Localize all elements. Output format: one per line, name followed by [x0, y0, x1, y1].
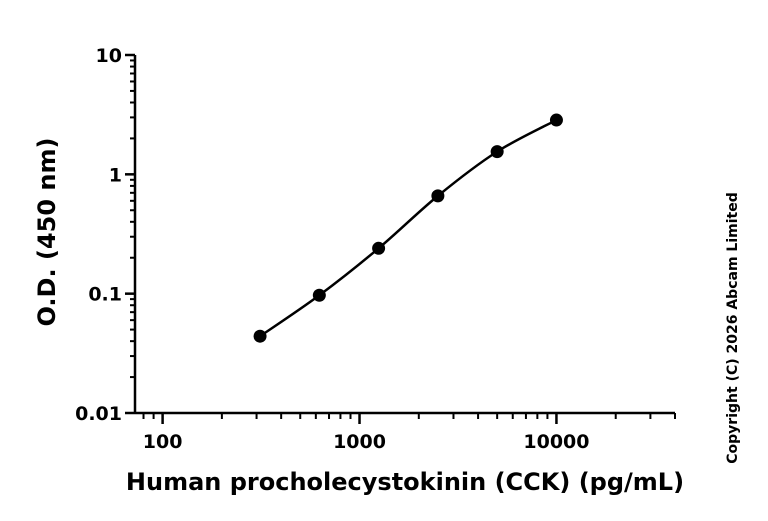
x-tick-label: 100: [143, 431, 183, 453]
y-tick-label: 0.01: [75, 403, 122, 425]
x-axis: 100 1000 10000: [135, 411, 676, 453]
fit-curve: [259, 118, 558, 338]
data-points: [253, 113, 563, 343]
copyright-text: Copyright (C) 2026 Abcam Limited: [725, 192, 741, 463]
x-tick-label: 10000: [523, 431, 589, 453]
y-axis: 0.01 0.1 1 10: [75, 45, 137, 425]
x-tick-label: 1000: [333, 431, 386, 453]
y-tick-label: 10: [96, 45, 122, 67]
y-tick-label: 1: [109, 164, 122, 186]
data-point: [549, 113, 563, 127]
data-point: [490, 145, 504, 159]
data-point: [312, 288, 326, 302]
y-tick-label: 0.1: [88, 284, 122, 306]
y-axis-label: O.D. (450 nm): [33, 138, 61, 327]
fit-curve-layer: [259, 118, 558, 338]
data-point: [431, 189, 445, 203]
x-axis-label: Human procholecystokinin (CCK) (pg/mL): [126, 468, 684, 496]
data-point: [253, 329, 267, 343]
data-point: [372, 241, 386, 255]
